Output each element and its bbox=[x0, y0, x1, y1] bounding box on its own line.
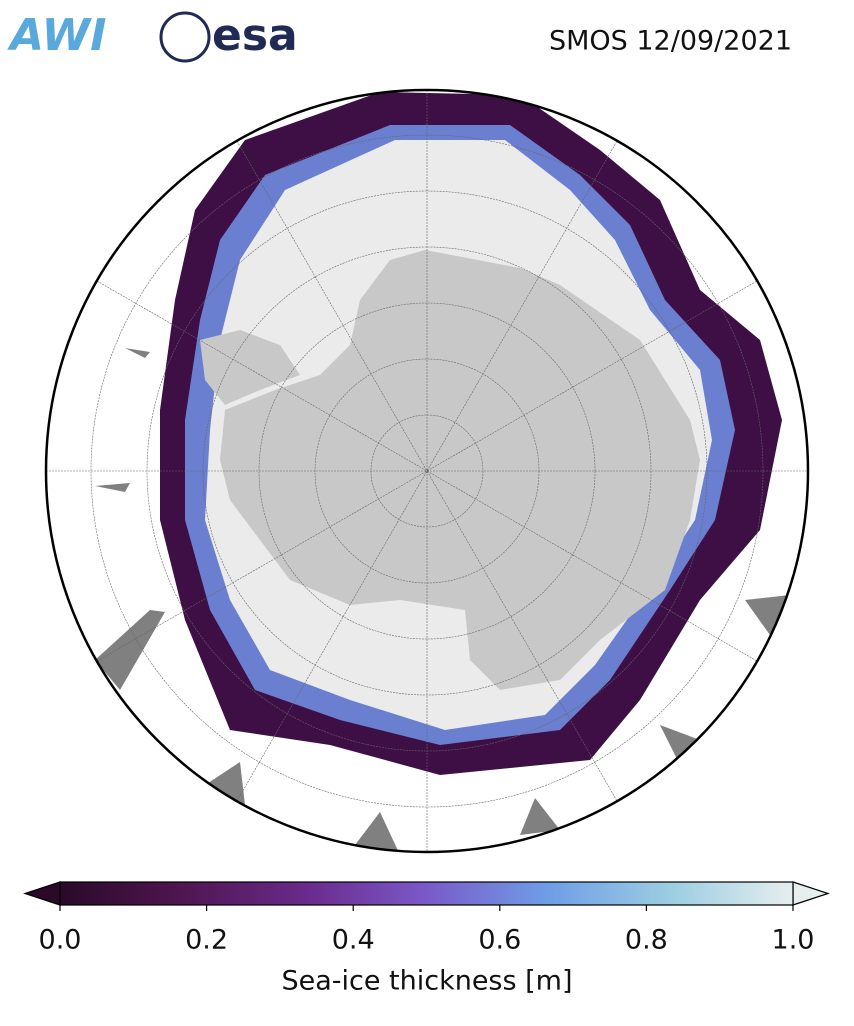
colorbar-label: Sea-ice thickness [m] bbox=[281, 966, 572, 997]
tick-label: 0.0 bbox=[39, 925, 82, 956]
esa-emblem bbox=[159, 11, 211, 63]
tick-label: 0.2 bbox=[185, 925, 228, 956]
map bbox=[46, 90, 808, 852]
map-title: SMOS 12/09/2021 bbox=[549, 26, 792, 57]
tick-label: 0.8 bbox=[625, 925, 668, 956]
tick-label: 0.4 bbox=[332, 925, 375, 956]
colorbar: Sea-ice thickness [m] 0.0 0.2 0.4 0.6 0.8 1.0 bbox=[23, 881, 830, 997]
esa-logo: esa bbox=[212, 10, 298, 61]
extend-high bbox=[792, 881, 830, 906]
antarctica bbox=[220, 250, 700, 690]
tick-label: 1.0 bbox=[772, 925, 815, 956]
awi-logo: AWI bbox=[7, 10, 107, 61]
peninsula bbox=[200, 330, 300, 405]
tick-label: 0.6 bbox=[478, 925, 521, 956]
graticule bbox=[46, 90, 808, 852]
logos: AWI esa bbox=[7, 10, 298, 63]
extend-low bbox=[23, 881, 61, 906]
colorbar-ramp bbox=[59, 881, 794, 906]
map-frame bbox=[44, 88, 810, 854]
land bbox=[95, 348, 790, 852]
